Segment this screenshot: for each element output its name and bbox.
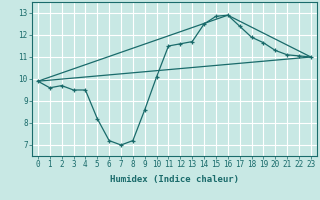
X-axis label: Humidex (Indice chaleur): Humidex (Indice chaleur) — [110, 175, 239, 184]
